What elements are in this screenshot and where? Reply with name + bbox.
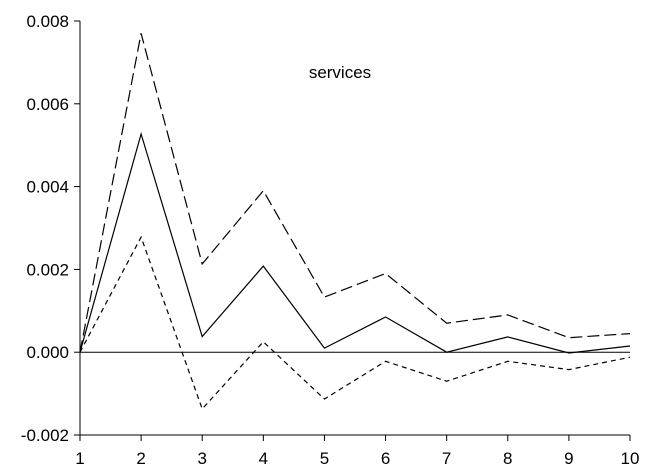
x-tick-label: 5 (320, 449, 329, 468)
x-tick-label: 2 (136, 449, 145, 468)
y-tick-label: 0.008 (26, 12, 69, 31)
x-tick-label: 6 (381, 449, 390, 468)
x-tick-label: 9 (564, 449, 573, 468)
series-line-solid (79, 131, 631, 354)
x-tick-label: 3 (197, 449, 206, 468)
chart-annotation: services (309, 63, 371, 82)
x-tick-label: 4 (259, 449, 268, 468)
y-tick-label: 0.000 (26, 343, 69, 362)
x-tick-label: 10 (621, 449, 640, 468)
x-tick-label: 1 (75, 449, 84, 468)
series-line-long-dash (79, 33, 631, 353)
y-tick-label: 0.004 (26, 178, 69, 197)
axes (79, 21, 630, 436)
y-tick-label: 0.006 (26, 95, 69, 114)
series-line-short-dash (79, 235, 631, 411)
x-tick-label: 8 (503, 449, 512, 468)
x-tick-label: 7 (442, 449, 451, 468)
series (79, 33, 631, 411)
y-tick-label: -0.002 (21, 426, 69, 445)
ticks: 0.008 0.006 0.004 0.002 0.000 -0.002 1 2 3 4 5 6 7 8 9… (21, 12, 640, 468)
y-tick-label: 0.002 (26, 260, 69, 279)
